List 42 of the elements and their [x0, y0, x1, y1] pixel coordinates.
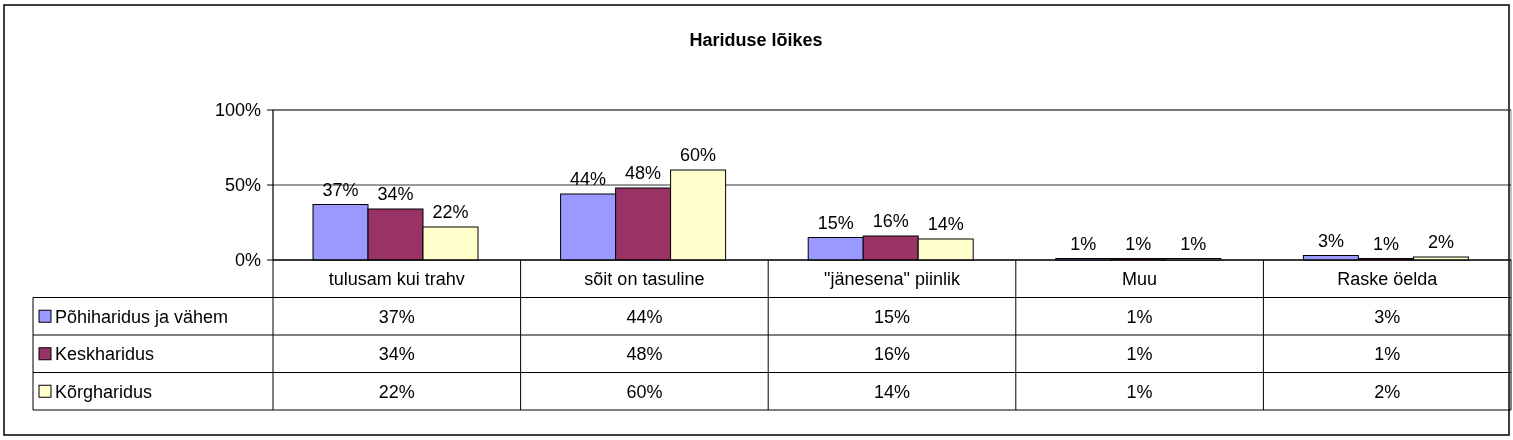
- data-label: 1%: [1126, 344, 1153, 365]
- text: 15%: [817, 212, 854, 233]
- text: 1%: [1372, 233, 1399, 254]
- data-label: 1%: [1374, 344, 1401, 365]
- chart-title: Hariduse lõikes: [689, 30, 823, 50]
- x-tick-label: "jänesena" piinlik: [824, 269, 961, 290]
- y-tick-label: 100%: [214, 100, 261, 121]
- text: 48%: [625, 163, 662, 183]
- data-label: 2%: [1374, 381, 1401, 402]
- text: 34%: [377, 184, 414, 204]
- text: 1%: [1070, 233, 1097, 254]
- text: 2%: [1427, 232, 1454, 252]
- x-tick-label: Muu: [1122, 269, 1158, 290]
- text: 44%: [570, 169, 607, 189]
- text: 22%: [432, 202, 469, 222]
- data-label: 15%: [873, 306, 911, 327]
- text: 3%: [1317, 230, 1344, 251]
- data-label: 14%: [873, 381, 911, 402]
- legend-label: Kõrgharidus: [55, 381, 153, 402]
- text: 60%: [680, 145, 717, 165]
- x-tick-label: Raske öelda: [1337, 269, 1439, 290]
- text: 1%: [1180, 233, 1207, 254]
- x-tick-label: sõit on tasuline: [584, 269, 705, 290]
- data-label: 48%: [626, 344, 663, 365]
- data-label: 44%: [626, 306, 663, 327]
- data-label: 1%: [1126, 306, 1153, 327]
- text: 37%: [322, 179, 359, 200]
- legend-label: Keskharidus: [55, 344, 155, 365]
- y-tick-label: 50%: [224, 175, 261, 196]
- data-label: 60%: [626, 381, 663, 402]
- data-label: 37%: [378, 306, 415, 327]
- text: 14%: [927, 214, 964, 234]
- x-tick-label: tulusam kui trahv: [328, 269, 465, 290]
- text: 16%: [872, 211, 909, 231]
- data-label: 16%: [873, 344, 911, 365]
- legend-label: Põhiharidus ja vähem: [55, 306, 229, 327]
- data-label: 1%: [1126, 381, 1153, 402]
- y-tick-label: 0%: [234, 250, 261, 271]
- text: 1%: [1125, 233, 1152, 254]
- data-label: 22%: [378, 381, 415, 402]
- data-label: 3%: [1374, 306, 1401, 327]
- data-label: 34%: [378, 344, 415, 365]
